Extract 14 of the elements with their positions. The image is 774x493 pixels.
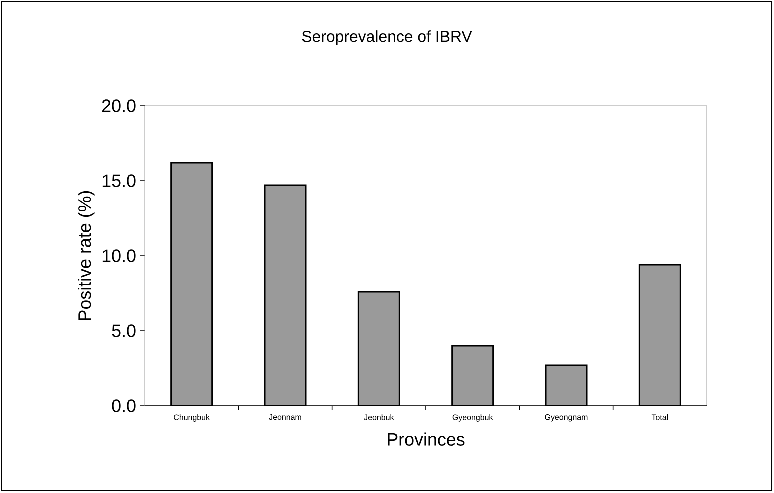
bar [170,162,214,406]
y-tick-label: 5.0 [112,324,136,338]
bar [638,264,682,406]
bar [545,364,588,406]
y-tick-label: 10.0 [102,250,136,262]
y-tick-label: 15.0 [102,174,136,188]
x-axis-title: Provinces [388,432,465,446]
chart-title: Seroprevalence of IBRV [302,30,472,46]
bar [452,345,494,406]
y-tick-label: 20.0 [102,100,136,112]
y-axis-title: Positive rate (%) [78,191,95,320]
bar [264,184,307,406]
y-tick-label: 0.0 [112,400,136,412]
bar [358,291,400,406]
